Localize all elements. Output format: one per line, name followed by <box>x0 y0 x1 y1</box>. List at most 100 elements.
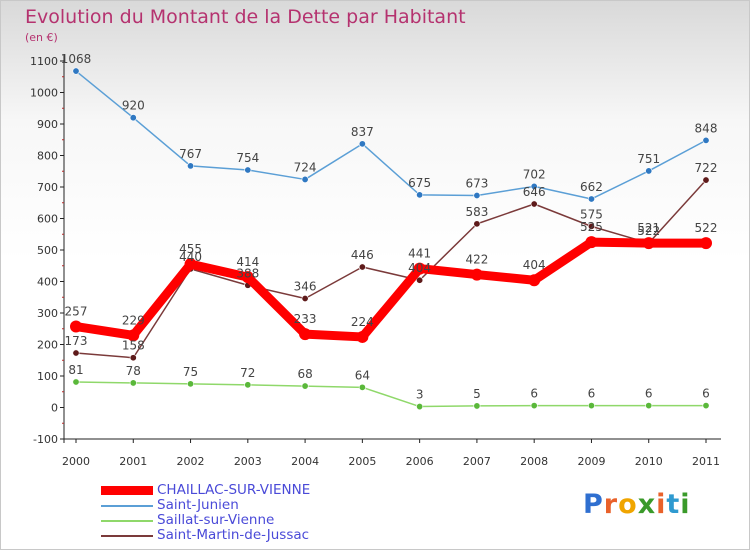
data-point <box>129 354 137 362</box>
x-tick-label: 2009 <box>577 455 605 468</box>
data-label: 455 <box>179 242 202 256</box>
x-tick-label: 2004 <box>291 455 319 468</box>
data-label: 525 <box>580 220 603 234</box>
x-tick-label: 2001 <box>119 455 147 468</box>
data-label: 404 <box>408 261 431 275</box>
data-label: 673 <box>465 177 488 191</box>
logo-letter: o <box>618 489 638 520</box>
legend-item: Saint-Martin-de-Jussac <box>101 528 341 543</box>
y-tick-label: 600 <box>37 213 58 226</box>
data-label: 233 <box>294 312 317 326</box>
y-tick-label: 1100 <box>30 55 58 68</box>
y-tick-label: -100 <box>33 433 58 446</box>
data-point <box>299 328 312 341</box>
data-label: 224 <box>351 315 374 329</box>
legend-swatch <box>101 504 153 507</box>
data-label: 646 <box>523 185 546 199</box>
data-point <box>470 268 483 281</box>
data-point <box>301 175 309 183</box>
data-label: 78 <box>126 364 141 378</box>
data-label: 662 <box>580 180 603 194</box>
data-point <box>702 402 710 410</box>
data-label: 848 <box>695 121 718 135</box>
legend-item: CHAILLAC-SUR-VIENNE <box>101 483 341 498</box>
data-point <box>127 329 140 342</box>
x-tick-label: 2006 <box>406 455 434 468</box>
legend-swatch <box>101 519 153 522</box>
logo-letter: t <box>666 489 681 520</box>
data-label: 724 <box>294 160 317 174</box>
y-tick-label: 0 <box>51 402 58 415</box>
data-label: 6 <box>645 387 653 401</box>
data-label: 81 <box>68 363 83 377</box>
data-point <box>645 402 653 410</box>
legend-label: CHAILLAC-SUR-VIENNE <box>157 482 311 498</box>
data-label: 6 <box>588 387 596 401</box>
y-tick-label: 700 <box>37 181 58 194</box>
data-point <box>528 274 541 287</box>
data-label: 404 <box>523 258 546 272</box>
data-point <box>72 349 80 357</box>
legend: CHAILLAC-SUR-VIENNE Saint-Junien Saillat-s… <box>101 483 341 543</box>
data-point <box>413 262 426 275</box>
legend-label: Saint-Martin-de-Jussac <box>157 527 310 543</box>
y-tick-label: 500 <box>37 244 58 257</box>
data-label: 446 <box>351 248 374 262</box>
data-label: 767 <box>179 147 202 161</box>
series-line <box>75 179 707 359</box>
data-point <box>702 176 710 184</box>
y-tick-label: 300 <box>37 307 58 320</box>
data-point <box>416 403 424 411</box>
data-point <box>358 383 366 391</box>
data-label: 754 <box>236 151 259 165</box>
legend-label: Saillat-sur-Vienne <box>157 512 275 528</box>
series-line <box>75 70 707 200</box>
data-label: 521 <box>637 221 660 235</box>
data-label: 229 <box>122 313 145 327</box>
legend-item: Saillat-sur-Vienne <box>101 513 341 528</box>
data-point <box>244 166 252 174</box>
data-point <box>72 67 80 75</box>
data-point <box>702 136 710 144</box>
data-point <box>473 402 481 410</box>
data-point <box>416 276 424 284</box>
data-label: 440 <box>179 250 202 264</box>
unit-label: (en €) <box>25 31 58 44</box>
data-point <box>416 191 424 199</box>
series-chaillac-sur-vienne <box>70 236 712 343</box>
data-label: 1068 <box>61 52 92 66</box>
y-tick-label: 900 <box>37 118 58 131</box>
data-label: 257 <box>65 305 88 319</box>
series-saillat-sur-vienne <box>72 378 710 411</box>
data-point <box>184 258 197 271</box>
data-label: 158 <box>122 339 145 353</box>
series-line <box>71 237 711 342</box>
y-tick-label: 800 <box>37 150 58 163</box>
data-label: 920 <box>122 99 145 113</box>
data-point <box>642 237 655 250</box>
data-label: 173 <box>65 334 88 348</box>
x-tick-label: 2008 <box>520 455 548 468</box>
data-label: 751 <box>637 152 660 166</box>
data-label: 837 <box>351 125 374 139</box>
data-label: 6 <box>702 387 710 401</box>
data-label: 575 <box>580 207 603 221</box>
chart-title: Evolution du Montant de la Dette par Hab… <box>25 6 466 28</box>
data-label: 441 <box>408 247 431 261</box>
proxiti-logo: Proxiti <box>583 489 691 520</box>
logo-letter: P <box>583 489 604 520</box>
axes: -100 0 100 200 300 400 500 600 700 800 900 1000 1100… <box>30 55 721 468</box>
data-point <box>187 162 195 170</box>
data-label: 722 <box>695 161 718 175</box>
data-label: 75 <box>183 365 198 379</box>
x-tick-label: 2005 <box>348 455 376 468</box>
data-label: 522 <box>637 224 660 238</box>
logo-letter: x <box>637 489 657 520</box>
y-tick-label: 200 <box>37 339 58 352</box>
data-label: 64 <box>355 368 370 382</box>
data-point <box>72 378 80 386</box>
data-point <box>301 295 309 303</box>
data-label: 68 <box>297 367 312 381</box>
data-point <box>244 381 252 389</box>
